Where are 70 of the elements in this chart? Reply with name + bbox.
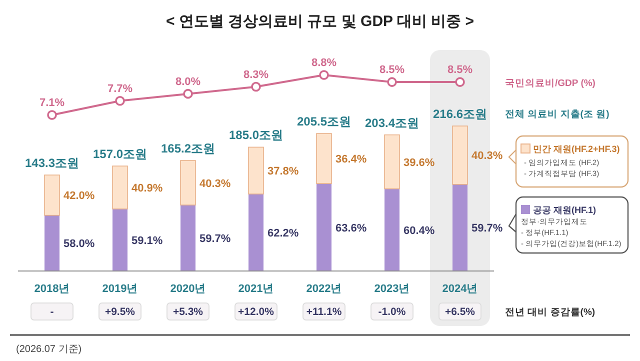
annotation: 205.5조원 — [296, 114, 352, 129]
annotation: 40.3% — [200, 178, 231, 190]
point — [251, 82, 261, 92]
bar — [384, 134, 400, 190]
text: +9.5% — [104, 306, 136, 318]
text: 전년 대비 증감률(%) — [505, 307, 596, 318]
annotation: 58.0% — [64, 238, 95, 250]
annotation: 143.3조원 — [24, 156, 80, 170]
annotation: 59.1% — [132, 234, 163, 247]
text: +6.5% — [444, 306, 476, 318]
data-label: 8.8% — [311, 57, 337, 69]
text: 국민의료비/GDP (%) — [505, 78, 596, 90]
bar — [452, 184, 468, 271]
bar — [180, 205, 196, 271]
annotation: 40.3% — [472, 150, 503, 162]
text: 전체 의료비 지출(조 원) — [505, 109, 610, 120]
point — [319, 70, 329, 80]
annotation: 42.0% — [64, 190, 95, 202]
bar — [44, 174, 60, 216]
annotation: 60.4% — [404, 224, 435, 237]
bar — [248, 194, 264, 271]
annotation: 203.4조원 — [364, 116, 420, 130]
legend-label: 민간 재원(HF.2+HF.3) — [533, 144, 620, 154]
annotation: 63.6% — [336, 222, 367, 234]
x-tick-label: 2020년 — [170, 283, 206, 295]
x-tick-label: 2023년 — [374, 283, 410, 295]
point — [47, 110, 57, 120]
data-label: 7.1% — [39, 97, 65, 109]
annotation: 40.9% — [132, 182, 163, 194]
bar — [112, 208, 128, 271]
annotation: 165.2조원 — [160, 142, 216, 156]
annotation: 39.6% — [404, 156, 435, 169]
data-label: 8.5% — [447, 64, 473, 76]
point — [115, 96, 125, 106]
data-label: 8.5% — [379, 64, 405, 76]
bar — [248, 146, 264, 194]
text: +12.0% — [238, 306, 275, 318]
annotation: 185.0조원 — [228, 128, 284, 142]
legend-label: 공공 재원(HF.1) — [533, 205, 596, 215]
chart-title: < 연도별 경상의료비 규모 및 GDP 대비 비중 > — [166, 13, 474, 30]
annotation: 62.2% — [268, 228, 299, 240]
x-tick-label: 2019년 — [102, 283, 138, 295]
x-tick-label: 2024년 — [442, 283, 478, 295]
x-tick-label: 2018년 — [34, 283, 70, 295]
data-label: 8.0% — [175, 76, 201, 88]
x-tick-label: 2021년 — [238, 283, 274, 295]
bar — [180, 160, 196, 206]
x-tick-label: 2022년 — [306, 283, 342, 295]
text: +5.3% — [172, 306, 204, 318]
annotation: 216.6조원 — [432, 107, 488, 121]
data-label: 7.7% — [107, 82, 133, 95]
text: - — [50, 306, 54, 318]
bar — [44, 215, 60, 271]
annotation: 36.4% — [336, 154, 367, 166]
text: (2026.07 기준) — [16, 344, 82, 355]
point — [183, 88, 193, 99]
text: -1.0% — [378, 306, 406, 318]
annotation: 37.8% — [268, 166, 299, 178]
annotation: 59.7% — [472, 222, 503, 235]
annotation: 59.7% — [200, 233, 231, 246]
bar — [316, 133, 332, 184]
annotation: 157.0조원 — [92, 147, 148, 162]
bar — [316, 184, 332, 271]
bar — [112, 166, 128, 210]
bar — [452, 126, 468, 185]
text: +11.1% — [306, 306, 342, 318]
point — [387, 77, 397, 87]
bar — [384, 188, 400, 271]
data-label: 8.3% — [243, 68, 269, 81]
point — [455, 77, 465, 87]
